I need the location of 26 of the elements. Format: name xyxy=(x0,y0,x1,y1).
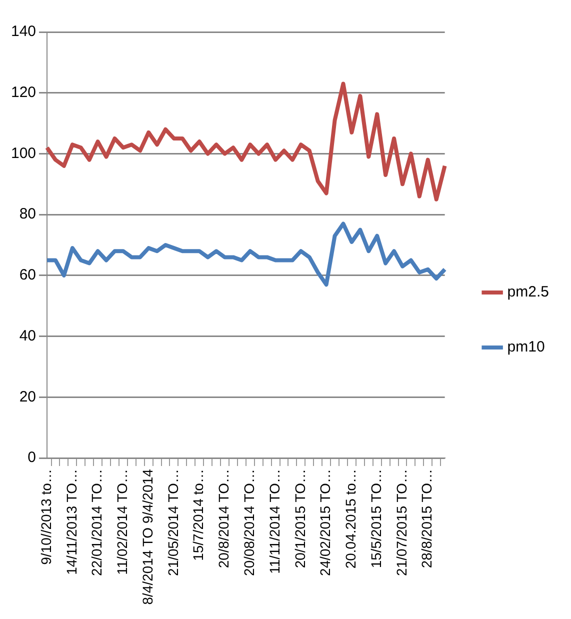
x-tick-label: 20/1/2015 TO… xyxy=(292,469,308,568)
y-tick-label: 140 xyxy=(10,23,36,40)
x-tick-label: 22/01/2014 TO… xyxy=(88,469,105,576)
x-tick-label: 20/08/2014 TO… xyxy=(241,469,258,576)
x-tick-label: 11/11/2014 TO… xyxy=(266,469,282,574)
x-tick-label: 20.04.2015 to… xyxy=(342,469,359,569)
x-tick-label: 11/02/2014 TO… xyxy=(114,469,130,575)
x-tick-label: 21/07/2015 TO… xyxy=(393,469,410,576)
y-tick-label: 0 xyxy=(28,449,36,466)
y-tick-label: 80 xyxy=(19,206,36,223)
x-tick-label: 15/7/2014 to… xyxy=(190,469,206,561)
legend-label: pm2.5 xyxy=(507,284,550,301)
x-tick-label: 20/8/2014 TO… xyxy=(216,469,232,568)
x-tick-label: 15/5/2015 TO… xyxy=(368,469,384,568)
x-tick-label: 21/05/2014 TO… xyxy=(164,469,181,576)
x-tick-label: 8/4/2014 TO 9/4/2014 xyxy=(139,468,156,605)
y-tick-label: 120 xyxy=(10,84,36,102)
x-tick-label: 14/11/2013 TO… xyxy=(63,469,80,575)
y-tick-label: 40 xyxy=(19,327,36,344)
legend-label: pm10 xyxy=(507,338,545,356)
x-tick-label: 9/10//2013 to… xyxy=(38,469,54,565)
y-tick-label: 60 xyxy=(19,266,36,284)
y-tick-label: 100 xyxy=(10,144,36,162)
y-tick-label: 20 xyxy=(19,388,36,406)
x-tick-label: 28/8/2015 TO… xyxy=(418,469,435,568)
x-tick-label: 24/02/2015 TO… xyxy=(317,469,334,576)
